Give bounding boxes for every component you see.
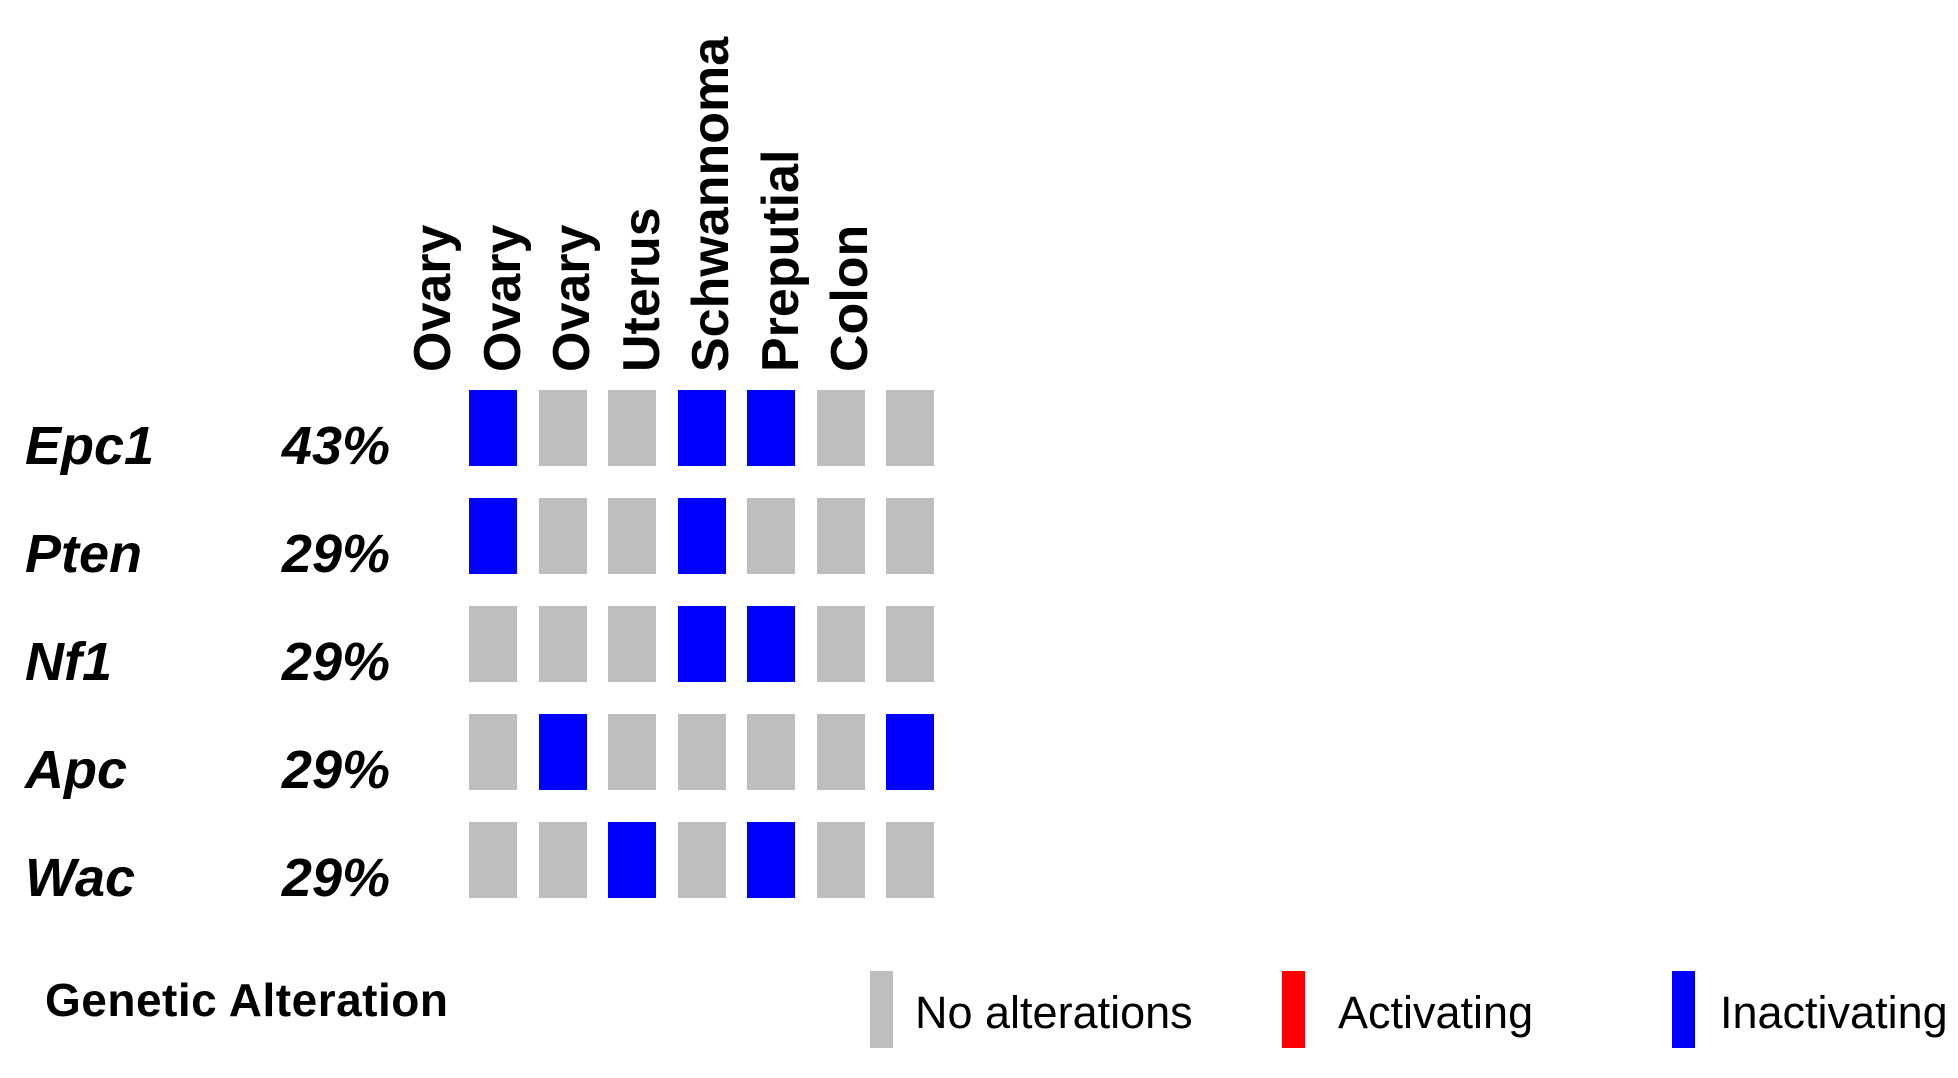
gene-label: Nf1 [25, 632, 113, 692]
gene-percent: 29% [281, 524, 390, 584]
sample-column-label: Colon [821, 224, 879, 372]
oncoprint-cell-wac-1 [469, 822, 517, 898]
oncoprint-cell-epc1-1 [469, 390, 517, 466]
sample-column-label: Ovary [404, 224, 462, 372]
sample-column-label: Uterus [613, 207, 671, 372]
oncoprint-cell-epc1-6 [817, 390, 865, 466]
legend-label-none: No alterations [915, 987, 1193, 1038]
gene-percent: 43% [281, 416, 390, 476]
gene-label: Wac [25, 848, 136, 908]
sample-column-label: Ovary [543, 224, 601, 372]
sample-column-label: Ovary [474, 224, 532, 372]
legend-label-activating: Activating [1338, 987, 1534, 1038]
oncoprint-cell-pten-2 [539, 498, 587, 574]
gene-percent: 29% [281, 740, 390, 800]
oncoprint-cell-epc1-3 [608, 390, 656, 466]
legend-swatch-activating [1282, 971, 1305, 1048]
oncoprint-cell-wac-6 [817, 822, 865, 898]
oncoprint-cell-apc-4 [678, 714, 726, 790]
oncoprint-cell-apc-2 [539, 714, 587, 790]
oncoprint-cell-wac-7 [886, 822, 934, 898]
oncoprint-cell-apc-3 [608, 714, 656, 790]
oncoprint-cell-pten-5 [747, 498, 795, 574]
legend-title: Genetic Alteration [45, 974, 449, 1026]
gene-percent: 29% [281, 632, 390, 692]
oncoprint-cell-nf1-6 [817, 606, 865, 682]
gene-label: Epc1 [25, 416, 155, 476]
sample-column-label: Schwannoma [682, 36, 740, 372]
sample-column-label: Preputial [752, 149, 810, 373]
oncoprint-cell-wac-3 [608, 822, 656, 898]
gene-label: Pten [25, 524, 143, 584]
oncoprint-cell-epc1-5 [747, 390, 795, 466]
legend-swatch-inactivating [1672, 971, 1695, 1048]
oncoprint-cell-nf1-3 [608, 606, 656, 682]
oncoprint-cell-nf1-4 [678, 606, 726, 682]
oncoprint-cell-wac-4 [678, 822, 726, 898]
legend-label-inactivating: Inactivating [1720, 987, 1948, 1038]
oncoprint-cell-apc-6 [817, 714, 865, 790]
oncoprint-cell-nf1-1 [469, 606, 517, 682]
gene-percent: 29% [281, 848, 390, 908]
oncoprint-cell-nf1-5 [747, 606, 795, 682]
oncoprint-cell-pten-4 [678, 498, 726, 574]
gene-label: Apc [25, 740, 128, 800]
oncoprint-cell-pten-7 [886, 498, 934, 574]
oncoprint-cell-epc1-2 [539, 390, 587, 466]
oncoprint-cell-pten-3 [608, 498, 656, 574]
oncoprint-cell-epc1-7 [886, 390, 934, 466]
oncoprint-cell-nf1-7 [886, 606, 934, 682]
oncoprint-cell-wac-2 [539, 822, 587, 898]
oncoprint-cell-apc-1 [469, 714, 517, 790]
oncoprint-cell-nf1-2 [539, 606, 587, 682]
oncoprint-cell-epc1-4 [678, 390, 726, 466]
oncoprint-cell-pten-6 [817, 498, 865, 574]
oncoprint-cell-apc-7 [886, 714, 934, 790]
oncoprint-cell-pten-1 [469, 498, 517, 574]
oncoprint-cell-wac-5 [747, 822, 795, 898]
oncoprint-cell-apc-5 [747, 714, 795, 790]
legend-swatch-none [870, 971, 893, 1048]
